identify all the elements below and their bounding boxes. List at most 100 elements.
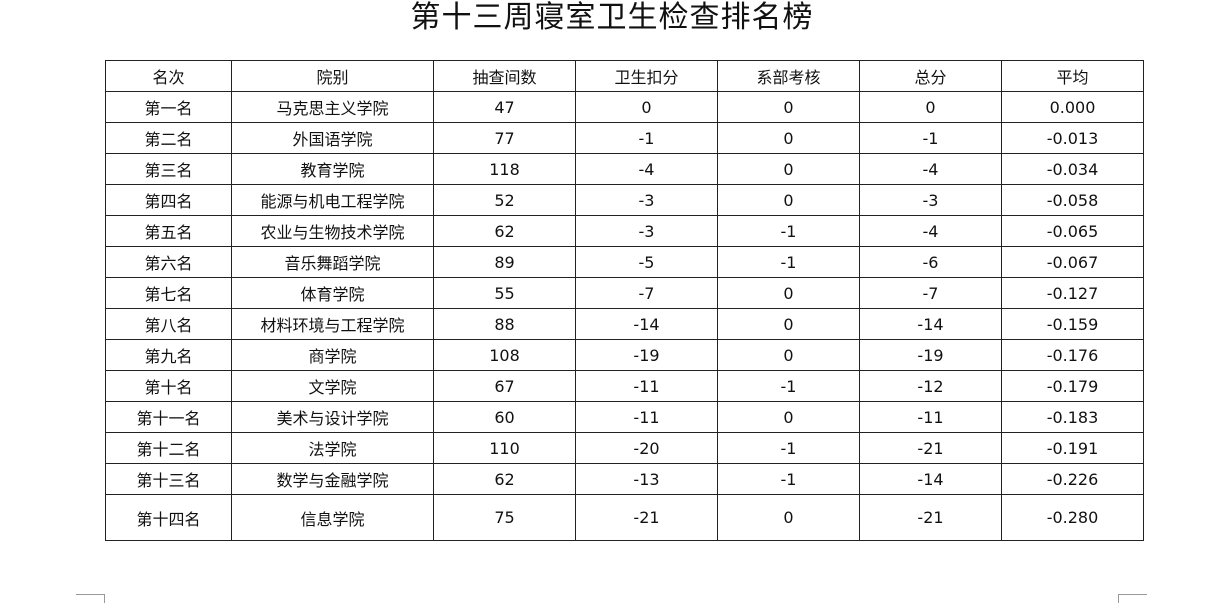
table-cell: -0.191 <box>1001 432 1144 464</box>
table-cell: -4 <box>575 153 718 185</box>
table-cell: 商学院 <box>231 339 434 371</box>
table-cell: 0 <box>717 401 860 433</box>
table-cell: 第八名 <box>105 308 232 340</box>
table-cell: 0 <box>717 494 860 541</box>
table-cell: 52 <box>433 184 576 216</box>
table-cell: 文学院 <box>231 370 434 402</box>
table-cell: 第一名 <box>105 91 232 123</box>
table-row: 第五名 农业与生物技术学院 62 -3 -1 -4 -0.065 <box>105 215 1144 247</box>
table-cell: 第四名 <box>105 184 232 216</box>
column-header: 名次 <box>105 60 232 92</box>
table-cell: 62 <box>433 463 576 495</box>
table-cell: 55 <box>433 277 576 309</box>
table-cell: 0 <box>717 91 860 123</box>
table-cell: 第七名 <box>105 277 232 309</box>
table-cell: -4 <box>859 215 1002 247</box>
column-header: 院别 <box>231 60 434 92</box>
table-cell: -1 <box>717 370 860 402</box>
table-cell: -14 <box>859 463 1002 495</box>
table-cell: -1 <box>717 246 860 278</box>
table-cell: -1 <box>717 215 860 247</box>
table-cell: -1 <box>717 463 860 495</box>
table-cell: 材料环境与工程学院 <box>231 308 434 340</box>
table-row: 第一名 马克思主义学院 47 0 0 0 0.000 <box>105 91 1144 123</box>
table-cell: -0.034 <box>1001 153 1144 185</box>
table-cell: -3 <box>575 184 718 216</box>
table-cell: 外国语学院 <box>231 122 434 154</box>
table-cell: 88 <box>433 308 576 340</box>
table-cell: -21 <box>859 494 1002 541</box>
table-cell: -20 <box>575 432 718 464</box>
table-cell: 法学院 <box>231 432 434 464</box>
table-row: 第三名 教育学院 118 -4 0 -4 -0.034 <box>105 153 1144 185</box>
table-cell: 信息学院 <box>231 494 434 541</box>
table-cell: 62 <box>433 215 576 247</box>
table-cell: -0.280 <box>1001 494 1144 541</box>
table-cell: -3 <box>859 184 1002 216</box>
table-cell: 75 <box>433 494 576 541</box>
table-cell: -0.067 <box>1001 246 1144 278</box>
table-row: 第十一名 美术与设计学院 60 -11 0 -11 -0.183 <box>105 401 1144 433</box>
table-cell: 第五名 <box>105 215 232 247</box>
table-cell: -3 <box>575 215 718 247</box>
table-cell: -21 <box>575 494 718 541</box>
table-cell: 体育学院 <box>231 277 434 309</box>
table-cell: -14 <box>575 308 718 340</box>
table-cell: 教育学院 <box>231 153 434 185</box>
table-cell: -11 <box>575 401 718 433</box>
table-cell: -0.183 <box>1001 401 1144 433</box>
table-row: 第十二名 法学院 110 -20 -1 -21 -0.191 <box>105 432 1144 464</box>
table-cell: 60 <box>433 401 576 433</box>
table-cell: -21 <box>859 432 1002 464</box>
table-cell: 第十三名 <box>105 463 232 495</box>
table-cell: 0 <box>717 339 860 371</box>
table-cell: 47 <box>433 91 576 123</box>
table-cell: 数学与金融学院 <box>231 463 434 495</box>
table-row: 第十三名 数学与金融学院 62 -13 -1 -14 -0.226 <box>105 463 1144 495</box>
table-cell: -6 <box>859 246 1002 278</box>
table-cell: 第二名 <box>105 122 232 154</box>
table-cell: 第十二名 <box>105 432 232 464</box>
table-cell: 农业与生物技术学院 <box>231 215 434 247</box>
table-cell: 0 <box>717 184 860 216</box>
table-cell: -1 <box>575 122 718 154</box>
table-cell: -0.058 <box>1001 184 1144 216</box>
table-cell: -13 <box>575 463 718 495</box>
table-cell: 0 <box>717 277 860 309</box>
table-cell: 马克思主义学院 <box>231 91 434 123</box>
table-cell: -7 <box>575 277 718 309</box>
table-row: 第七名 体育学院 55 -7 0 -7 -0.127 <box>105 277 1144 309</box>
table-cell: -19 <box>859 339 1002 371</box>
table-cell: -11 <box>859 401 1002 433</box>
table-cell: 108 <box>433 339 576 371</box>
table-cell: -0.179 <box>1001 370 1144 402</box>
table-cell: -7 <box>859 277 1002 309</box>
table-cell: -11 <box>575 370 718 402</box>
column-header: 卫生扣分 <box>575 60 718 92</box>
table-cell: 0 <box>859 91 1002 123</box>
table-cell: -14 <box>859 308 1002 340</box>
table-cell: 第六名 <box>105 246 232 278</box>
table-row: 第六名 音乐舞蹈学院 89 -5 -1 -6 -0.067 <box>105 246 1144 278</box>
table-cell: -4 <box>859 153 1002 185</box>
table-cell: 0 <box>717 308 860 340</box>
table-cell: -1 <box>717 432 860 464</box>
table-cell: -19 <box>575 339 718 371</box>
table-cell: -0.013 <box>1001 122 1144 154</box>
table-cell: 第三名 <box>105 153 232 185</box>
table-cell: 89 <box>433 246 576 278</box>
table-cell: 110 <box>433 432 576 464</box>
column-header: 抽查间数 <box>433 60 576 92</box>
table-row: 第十四名 信息学院 75 -21 0 -21 -0.280 <box>105 494 1144 541</box>
page-corner-mark-left <box>76 594 105 603</box>
page-title: 第十三周寝室卫生检查排名榜 <box>410 0 814 35</box>
table-row: 第十名 文学院 67 -11 -1 -12 -0.179 <box>105 370 1144 402</box>
table-cell: -0.176 <box>1001 339 1144 371</box>
page-corner-mark-right <box>1118 594 1147 603</box>
table-cell: -5 <box>575 246 718 278</box>
table-cell: 能源与机电工程学院 <box>231 184 434 216</box>
table-header-row: 名次 院别 抽查间数 卫生扣分 系部考核 总分 平均 <box>105 60 1144 92</box>
table-cell: -0.065 <box>1001 215 1144 247</box>
table-row: 第八名 材料环境与工程学院 88 -14 0 -14 -0.159 <box>105 308 1144 340</box>
table-cell: -12 <box>859 370 1002 402</box>
